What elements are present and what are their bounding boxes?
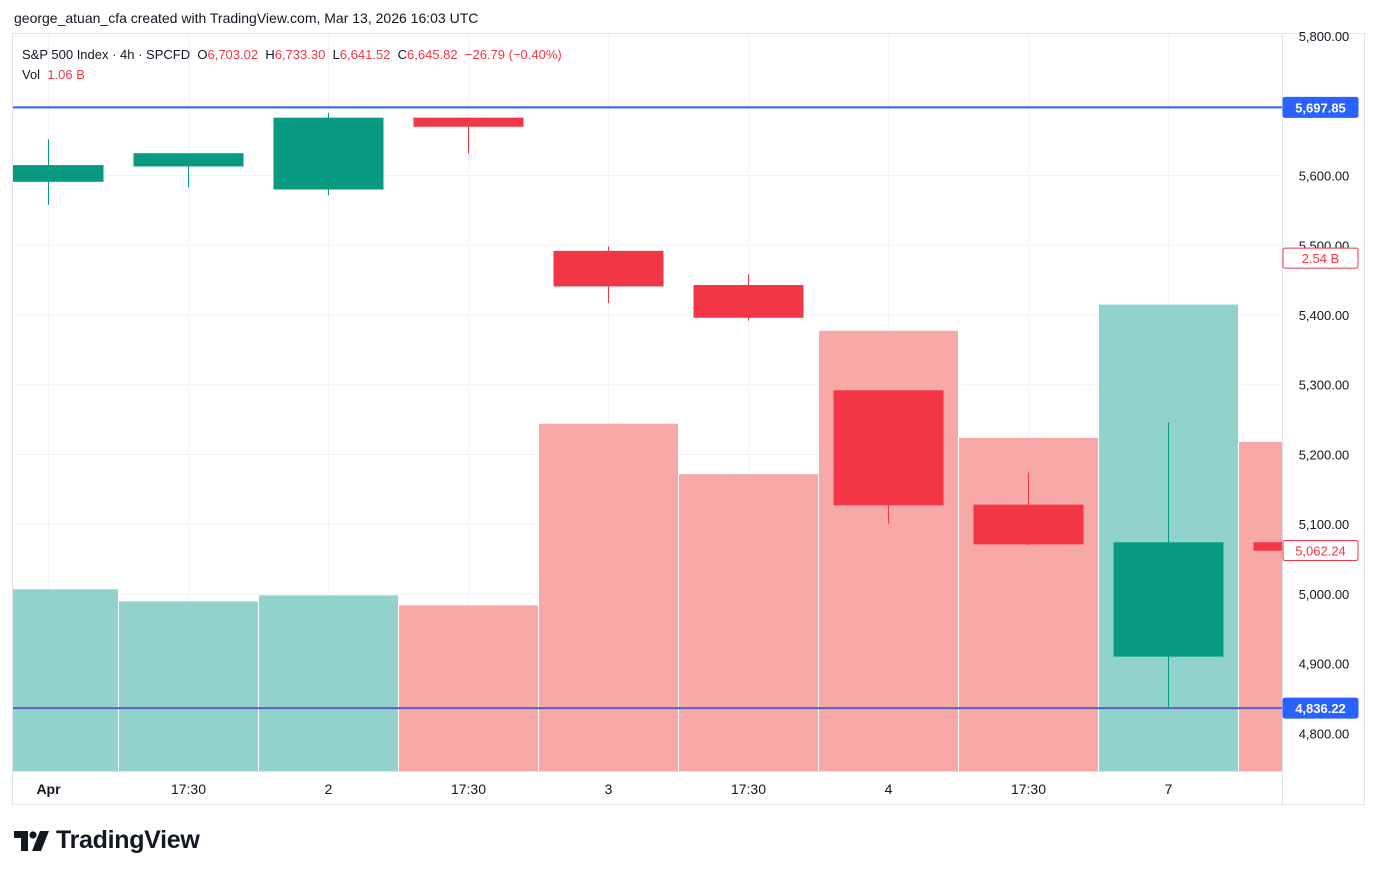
time-axis: Apr 17:30 2 17:30 3 17:30 4 17:30 7 — [36, 781, 1172, 797]
lower-level-badge-text: 4,836.22 — [1295, 701, 1346, 716]
volume-bar — [259, 595, 398, 771]
candle-body — [133, 153, 244, 167]
volume-bar — [539, 423, 678, 771]
tradingview-logo-icon — [14, 830, 49, 851]
volume-bar — [399, 605, 538, 771]
legend-close-value: 6,645.82 — [407, 47, 458, 62]
candle-body — [273, 117, 384, 190]
time-tick-label: 17:30 — [1011, 781, 1046, 797]
price-tick-label: 5,000.00 — [1299, 587, 1350, 602]
time-tick-label: 7 — [1165, 781, 1173, 797]
legend-change: −26.79 (−0.40%) — [464, 47, 562, 62]
legend-close-label: C — [397, 47, 408, 62]
legend-vol-label: Vol — [22, 67, 41, 82]
legend: S&P 500 Index · 4h · SPCFD O6,703.02 H6,… — [22, 45, 562, 85]
candle-body — [553, 250, 664, 287]
price-tick-label: 5,400.00 — [1299, 308, 1350, 323]
upper-level-badge-text: 5,697.85 — [1295, 100, 1346, 115]
volume-badge-bg — [1282, 247, 1359, 269]
time-tick-label: 17:30 — [451, 781, 486, 797]
candle-body — [413, 117, 524, 127]
time-tick-label: 17:30 — [731, 781, 766, 797]
volume-badge-text: 2.54 B — [1302, 251, 1340, 266]
price-tick-label: 5,200.00 — [1299, 447, 1350, 462]
legend-open-label: O — [197, 47, 208, 62]
candle-body — [693, 285, 804, 318]
time-tick-label: 3 — [605, 781, 613, 797]
chart-frame — [12, 33, 1365, 805]
upper-level-badge-bg — [1282, 96, 1359, 118]
legend-volume-row: Vol 1.06 B — [22, 65, 562, 85]
tradingview-logo[interactable]: TradingView — [14, 826, 200, 855]
last-price-badge-text: 5,062.24 — [1295, 543, 1346, 558]
volume-bar — [1239, 441, 1282, 771]
legend-high-value: 6,733.30 — [274, 47, 326, 62]
candle-body — [13, 165, 104, 182]
legend-low-label: L — [332, 47, 340, 62]
price-tick-label: 5,100.00 — [1299, 517, 1350, 532]
volume-bar — [13, 589, 118, 771]
legend-open-value: 6,703.02 — [207, 47, 259, 62]
volume-badge: 2.54 B — [1282, 247, 1359, 269]
legend-symbol[interactable]: S&P 500 Index · 4h · SPCFD — [22, 47, 191, 62]
lower-level-badge-bg — [1282, 697, 1359, 719]
candle-body — [973, 504, 1084, 545]
price-tick-label: 5,800.00 — [1299, 29, 1350, 44]
price-badges: 5,697.85 4,836.22 5,062.24 2.54 B — [1282, 96, 1359, 719]
price-axis: 4,800.00 4,900.00 5,000.00 5,100.00 5,200.00… — [1299, 29, 1350, 741]
candle-body — [833, 390, 944, 506]
price-tick-label: 5,300.00 — [1299, 378, 1350, 393]
price-tick-label: 5,600.00 — [1299, 169, 1350, 184]
candle-body — [1253, 542, 1282, 551]
time-tick-label: 4 — [885, 781, 893, 797]
volume-bar — [119, 601, 258, 771]
legend-low-value: 6,641.52 — [339, 47, 391, 62]
lower-level-badge: 4,836.22 — [1282, 697, 1359, 719]
legend-high-label: H — [265, 47, 275, 62]
legend-vol-value: 1.06 B — [47, 67, 85, 82]
price-tick-label: 4,900.00 — [1299, 657, 1350, 672]
volume-bar — [679, 474, 818, 771]
candle-body — [1113, 542, 1224, 657]
last-price-badge-bg — [1282, 539, 1359, 561]
candles — [13, 112, 1282, 709]
tradingview-logo-text: TradingView — [56, 826, 200, 854]
chart-credit-text: george_atuan_cfa created with TradingVie… — [14, 10, 479, 26]
time-tick-label: 2 — [325, 781, 333, 797]
upper-level-badge: 5,697.85 — [1282, 96, 1359, 118]
legend-ohlc-row: S&P 500 Index · 4h · SPCFD O6,703.02 H6,… — [22, 45, 562, 65]
price-tick-label: 4,800.00 — [1299, 726, 1350, 741]
time-tick-label: 17:30 — [171, 781, 206, 797]
volume-bars — [13, 304, 1282, 771]
time-tick-label: Apr — [36, 781, 61, 797]
horizontal-lines — [13, 106, 1282, 710]
last-price-badge: 5,062.24 — [1282, 539, 1359, 561]
